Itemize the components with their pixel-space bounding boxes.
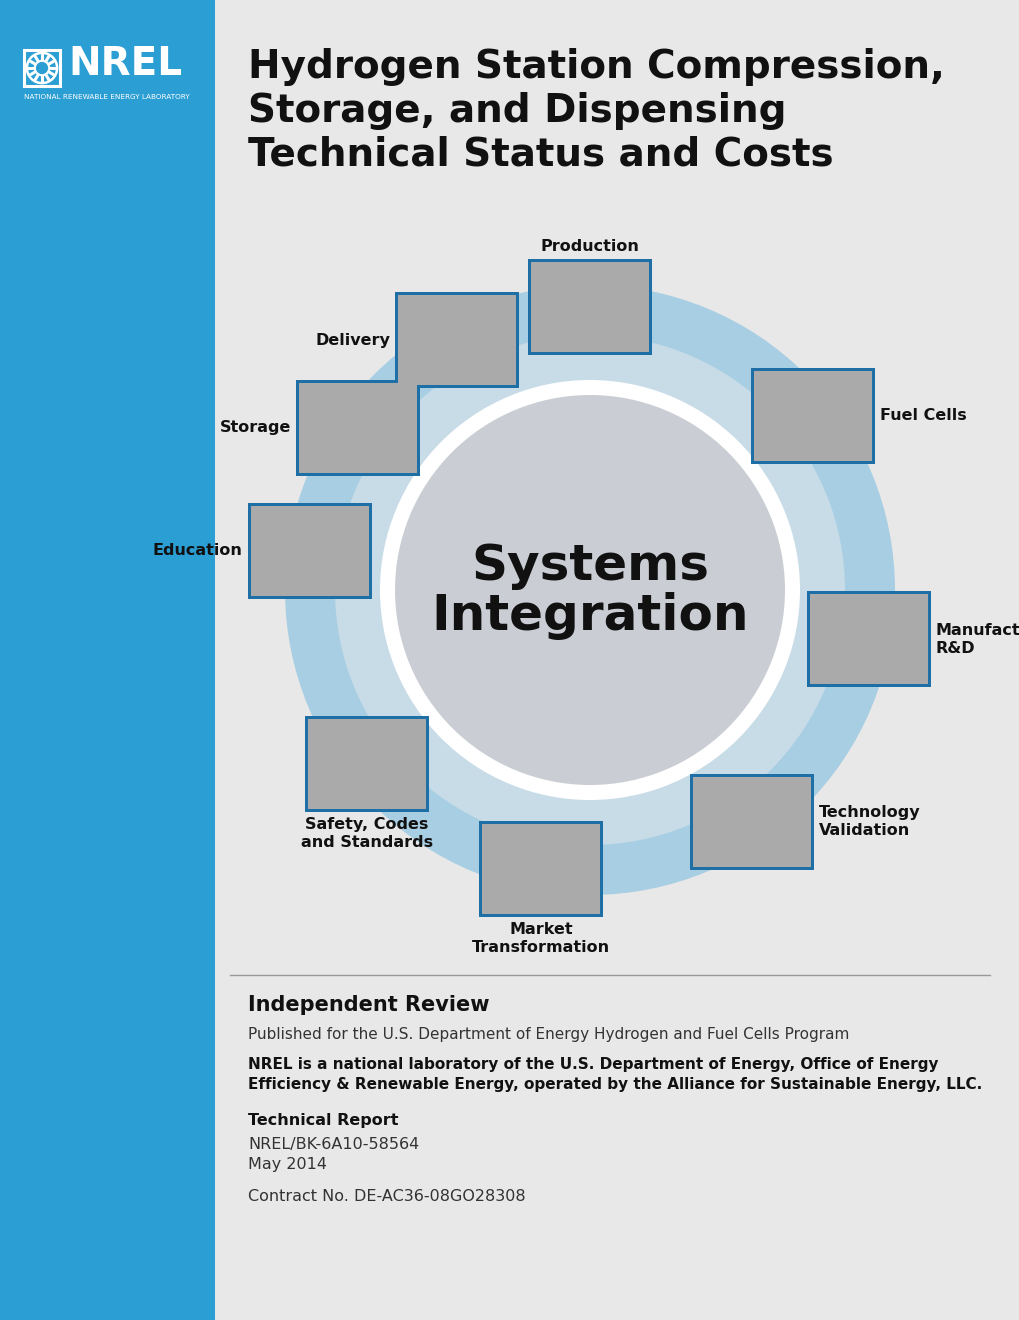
Circle shape [284, 285, 894, 895]
Text: Education: Education [153, 543, 243, 558]
Bar [753, 371, 871, 461]
Circle shape [394, 395, 785, 785]
Text: Storage: Storage [219, 420, 290, 436]
Circle shape [334, 335, 844, 845]
Text: Independent Review: Independent Review [248, 995, 489, 1015]
Text: Integration: Integration [431, 591, 748, 640]
Bar [299, 383, 417, 473]
Text: Technical Report: Technical Report [248, 1113, 398, 1129]
Text: Technology
Validation: Technology Validation [818, 805, 920, 838]
Bar [308, 719, 426, 809]
Circle shape [26, 53, 57, 83]
Text: Safety, Codes
and Standards: Safety, Codes and Standards [301, 817, 433, 850]
Text: Published for the U.S. Department of Energy Hydrogen and Fuel Cells Program: Published for the U.S. Department of Ene… [248, 1027, 849, 1041]
Bar [528, 259, 651, 355]
Bar [750, 368, 874, 463]
Bar [690, 774, 813, 870]
Bar [0, 0, 215, 1320]
Bar [248, 503, 371, 598]
Text: Hydrogen Station Compression,: Hydrogen Station Compression, [248, 48, 944, 86]
Bar [531, 261, 648, 352]
Circle shape [380, 380, 799, 800]
Text: Production: Production [540, 239, 639, 253]
Text: NREL is a national laboratory of the U.S. Department of Energy, Office of Energy: NREL is a national laboratory of the U.S… [248, 1057, 981, 1093]
Circle shape [35, 61, 49, 75]
Text: Fuel Cells: Fuel Cells [879, 408, 966, 424]
Bar [305, 717, 429, 812]
Bar [215, 0, 1019, 1320]
Text: NREL: NREL [68, 45, 182, 83]
Text: May 2014: May 2014 [248, 1158, 327, 1172]
Text: Systems: Systems [471, 543, 708, 590]
Bar [24, 50, 60, 86]
Bar [251, 506, 369, 595]
Bar [296, 380, 420, 475]
Bar [397, 296, 516, 385]
Bar [394, 292, 519, 388]
Bar [693, 777, 810, 867]
Text: Storage, and Dispensing: Storage, and Dispensing [248, 92, 786, 129]
Text: Delivery: Delivery [315, 333, 389, 347]
Text: Manufacturing
R&D: Manufacturing R&D [934, 623, 1019, 656]
Text: Market
Transformation: Market Transformation [472, 921, 609, 954]
Bar [806, 591, 929, 688]
Bar [481, 824, 599, 913]
Bar [478, 821, 602, 916]
Text: Contract No. DE-AC36-08GO28308: Contract No. DE-AC36-08GO28308 [248, 1189, 525, 1204]
Text: Technical Status and Costs: Technical Status and Costs [248, 136, 833, 174]
Bar [809, 594, 927, 684]
Text: NATIONAL RENEWABLE ENERGY LABORATORY: NATIONAL RENEWABLE ENERGY LABORATORY [24, 94, 190, 100]
Text: NREL/BK-6A10-58564: NREL/BK-6A10-58564 [248, 1137, 419, 1152]
